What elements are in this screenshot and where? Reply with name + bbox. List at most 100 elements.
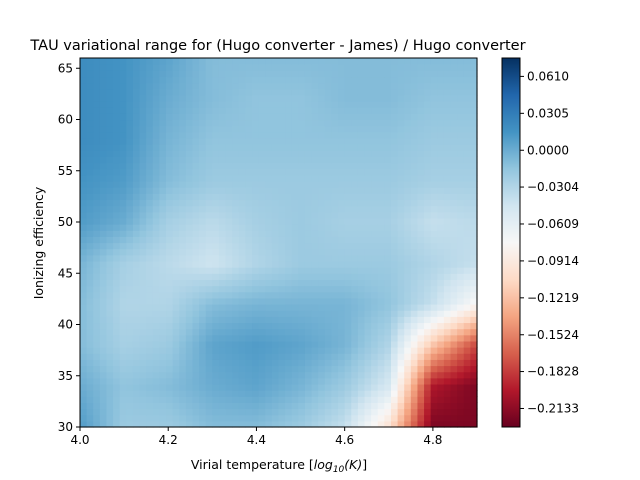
heatmap-cell: [265, 88, 273, 96]
heatmap-cell: [364, 316, 372, 324]
heatmap-cell: [470, 113, 478, 121]
heatmap-cell: [166, 254, 174, 262]
heatmap-cell: [384, 248, 392, 256]
heatmap-cell: [371, 181, 379, 188]
heatmap-cell: [232, 70, 240, 78]
heatmap-cell: [351, 408, 359, 416]
heatmap-cell: [238, 359, 247, 367]
heatmap-cell: [245, 205, 253, 213]
heatmap-cell: [304, 328, 313, 336]
heatmap-cell: [93, 390, 101, 397]
heatmap-cell: [404, 353, 412, 360]
heatmap-cell: [404, 390, 412, 397]
heatmap-cell: [285, 156, 293, 164]
heatmap-cell: [443, 187, 452, 194]
heatmap-cell: [364, 347, 372, 354]
heatmap-cell: [404, 193, 412, 201]
heatmap-cell: [106, 125, 114, 133]
heatmap-cell: [99, 347, 108, 354]
x-tick-label: 4.0: [70, 433, 89, 447]
heatmap-cell: [390, 144, 399, 151]
heatmap-cell: [404, 310, 412, 317]
heatmap-cell: [139, 70, 147, 78]
heatmap-cell: [331, 383, 339, 391]
heatmap-cell: [463, 156, 471, 164]
heatmap-cell: [232, 420, 240, 428]
heatmap-cell: [271, 119, 280, 127]
heatmap-cell: [443, 82, 452, 90]
heatmap-cell: [344, 217, 352, 225]
heatmap-cell: [331, 107, 339, 114]
heatmap-cell: [205, 371, 213, 379]
heatmap-cell: [298, 199, 306, 207]
heatmap-cell: [344, 181, 352, 188]
heatmap-cell: [172, 285, 180, 293]
heatmap-cell: [364, 383, 372, 391]
heatmap-cell: [437, 82, 445, 90]
heatmap-cell: [192, 107, 200, 114]
heatmap-cell: [364, 267, 372, 274]
heatmap-cell: [132, 94, 141, 102]
heatmap-cell: [357, 230, 366, 237]
heatmap-cell: [377, 242, 385, 250]
heatmap-cell: [318, 211, 326, 219]
heatmap-cell: [80, 156, 88, 164]
heatmap-cell: [443, 168, 452, 176]
heatmap-cell: [132, 211, 141, 219]
heatmap-cell: [152, 371, 160, 379]
heatmap-cell: [324, 205, 333, 213]
heatmap-cell: [152, 340, 160, 348]
heatmap-cell: [384, 420, 392, 428]
heatmap-cell: [304, 113, 313, 121]
heatmap-cell: [205, 137, 213, 145]
heatmap-cell: [205, 217, 213, 225]
heatmap-cell: [258, 322, 266, 330]
heatmap-cell: [410, 94, 419, 102]
heatmap-cell: [344, 371, 352, 379]
heatmap-cell: [86, 408, 94, 416]
heatmap-cell: [424, 187, 432, 194]
heatmap-cell: [437, 334, 445, 342]
heatmap-cell: [357, 242, 366, 250]
heatmap-cell: [205, 119, 213, 127]
heatmap-cell: [304, 316, 313, 324]
heatmap-cell: [271, 211, 280, 219]
heatmap-cell: [304, 310, 313, 317]
heatmap-cell: [437, 156, 445, 164]
heatmap-cell: [457, 273, 465, 280]
heatmap-cell: [443, 230, 452, 237]
heatmap-cell: [212, 377, 220, 385]
heatmap-cell: [364, 193, 372, 201]
heatmap-cell: [245, 371, 253, 379]
heatmap-cell: [338, 273, 346, 280]
heatmap-cell: [80, 58, 88, 65]
heatmap-cell: [232, 260, 240, 268]
heatmap-cell: [113, 224, 121, 231]
heatmap-cell: [166, 131, 174, 139]
heatmap-cell: [410, 254, 419, 262]
heatmap-cell: [119, 347, 127, 354]
heatmap-cell: [410, 310, 419, 317]
heatmap-cell: [404, 334, 412, 342]
heatmap-cell: [86, 273, 94, 280]
heatmap-cell: [212, 316, 220, 324]
heatmap-cell: [113, 113, 121, 121]
heatmap-cell: [126, 267, 134, 274]
heatmap-cell: [80, 174, 88, 182]
heatmap-cell: [463, 230, 471, 237]
heatmap-cell: [99, 322, 108, 330]
heatmap-cell: [225, 211, 233, 219]
heatmap-cell: [265, 64, 273, 71]
heatmap-cell: [172, 64, 180, 71]
heatmap-cell: [179, 359, 187, 367]
heatmap-cell: [357, 156, 366, 164]
heatmap-cell: [258, 193, 266, 201]
heatmap-cell: [232, 199, 240, 207]
heatmap-cell: [351, 310, 359, 317]
heatmap-cell: [318, 94, 326, 102]
heatmap-cell: [430, 359, 438, 367]
heatmap-cell: [318, 408, 326, 416]
heatmap-cell: [331, 88, 339, 96]
heatmap-cell: [457, 88, 465, 96]
heatmap-cell: [86, 187, 94, 194]
